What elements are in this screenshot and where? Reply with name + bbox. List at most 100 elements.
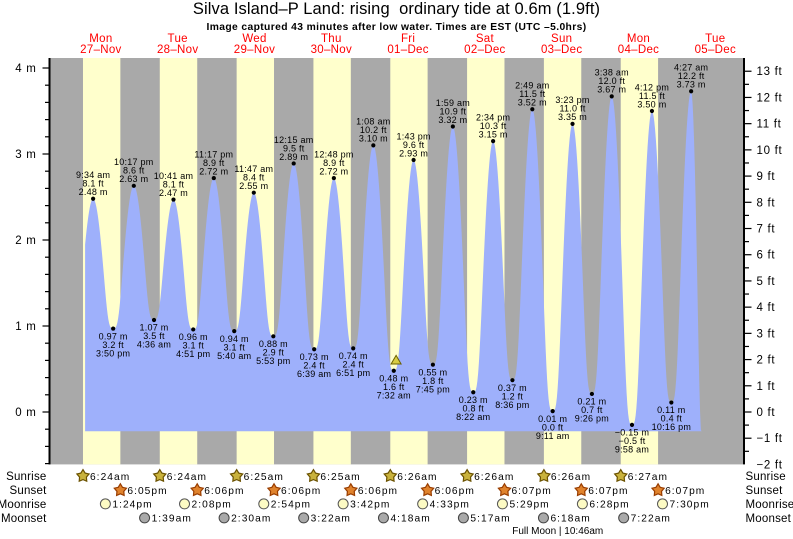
right-axis-tick-label: 11 ft: [757, 119, 782, 131]
left-axis-tick-label: 0 m: [15, 407, 36, 419]
right-minor-tick: [745, 136, 749, 138]
day-of-week-label: Sun: [551, 33, 572, 45]
astro-row-label-right-sunset: Sunset: [746, 485, 784, 497]
high-tide-label: 2:49 am: [515, 81, 549, 91]
low-tide-dot: [550, 409, 555, 414]
left-minor-tick: [45, 101, 49, 103]
right-axis-tick-label: 12 ft: [757, 92, 783, 104]
low-tide-label: 3.1 ft: [223, 342, 245, 352]
astro-row-label-left-moonset: Moonset: [1, 513, 47, 525]
moonrise-time: 2:54pm: [271, 500, 311, 511]
sunrise-time: 6:27am: [628, 472, 668, 483]
high-tide-dot: [251, 190, 256, 195]
right-axis-tick-label: 2 ft: [757, 355, 776, 367]
sunset-star-icon: [420, 482, 435, 497]
sunrise-star-icon: [383, 468, 398, 483]
low-tide-label: −0.15 m: [615, 428, 650, 438]
low-tide-dot: [271, 334, 276, 339]
high-tide-label: 11:17 pm: [194, 149, 233, 159]
sunset-star-icon: [113, 482, 128, 497]
high-tide-label: 8.6 ft: [123, 166, 145, 176]
low-tide-label: 8:22 am: [456, 412, 490, 422]
right-axis-line: [743, 58, 745, 465]
left-minor-tick: [45, 445, 49, 447]
day-date-label: 28–Nov: [157, 44, 198, 56]
sunset-time: 6:06pm: [281, 486, 321, 497]
right-axis-tick-label: 5 ft: [757, 276, 776, 288]
sunset-star-icon: [574, 482, 589, 497]
high-tide-label: 8.1 ft: [82, 179, 104, 189]
left-axis-tick-label: 4 m: [15, 63, 36, 75]
low-tide-label: 9:26 pm: [575, 414, 609, 424]
moonset-time: 7:22am: [631, 514, 671, 525]
left-major-tick: [42, 153, 49, 155]
high-tide-label: 3:23 pm: [555, 95, 589, 105]
day-labels: Mon27–NovTue28–NovWed29–NovThu30–NovFri0…: [80, 33, 736, 56]
low-tide-dot: [151, 317, 157, 323]
sunset-time: 6:07pm: [665, 486, 705, 497]
right-major-tick: [745, 332, 752, 334]
right-minor-tick: [745, 188, 749, 190]
moonrise-icon: [99, 498, 111, 510]
low-tide-label: 4:36 am: [137, 340, 171, 350]
sunrise-time: 6:26am: [551, 472, 591, 483]
left-minor-tick: [45, 377, 49, 379]
sunset-star-icon: [190, 482, 205, 497]
astro-row-label-left-moonrise: Moonrise: [0, 499, 47, 511]
left-axis-tick-label: 3 m: [15, 149, 36, 161]
day-of-week-label: Mon: [89, 33, 112, 45]
sunrise-time: 6:26am: [474, 472, 514, 483]
high-tide-label: 3:38 am: [595, 68, 629, 78]
low-tide-label: 3:50 pm: [96, 348, 130, 358]
tide-curve-area: [85, 91, 702, 432]
astro-row-label-right-moonrise: Moonrise: [746, 499, 793, 511]
sunrise-star-icon: [229, 468, 244, 483]
astro-row-label-left-sunrise: Sunrise: [6, 471, 46, 483]
left-minor-tick: [45, 256, 49, 258]
left-minor-tick: [45, 428, 49, 430]
sunset-time: 6:06pm: [204, 486, 244, 497]
high-tide-dot: [491, 139, 496, 144]
high-tide-label: 12:48 pm: [314, 149, 354, 159]
right-major-tick: [745, 411, 752, 413]
moonset-icon: [218, 512, 230, 524]
sunrise-time: 6:24am: [167, 472, 207, 483]
day-of-week-label: Mon: [627, 33, 650, 45]
high-tide-label: 3.10 m: [359, 134, 388, 144]
right-major-tick: [745, 123, 752, 125]
right-axis-tick-label: 10 ft: [757, 145, 783, 157]
high-tide-label: 11.5 ft: [519, 89, 545, 99]
moonrise-icon: [179, 498, 191, 510]
high-tide-label: 10.3 ft: [480, 121, 507, 131]
high-tide-dot: [411, 157, 416, 163]
right-major-tick: [745, 201, 752, 203]
sunrise-star-icon: [152, 468, 167, 483]
right-minor-tick: [745, 83, 749, 85]
high-tide-dot: [450, 124, 455, 129]
high-tide-label: 9.6 ft: [403, 140, 425, 150]
low-tide-label: 10:16 pm: [652, 422, 692, 432]
right-axis-tick-label: 3 ft: [757, 328, 776, 340]
low-tide-dot: [430, 362, 435, 367]
moonrise-time: 4:33pm: [430, 500, 470, 511]
day-date-label: 29–Nov: [234, 44, 275, 56]
left-axis-line: [48, 58, 51, 465]
left-minor-tick: [45, 187, 49, 189]
left-minor-tick: [45, 170, 49, 172]
high-tide-label: 1:59 am: [436, 98, 470, 108]
low-tide-label: 1.8 ft: [422, 376, 444, 386]
high-tide-label: 3.35 m: [558, 112, 587, 122]
high-tide-label: 3.32 m: [438, 115, 467, 125]
low-tide-dot: [471, 390, 476, 395]
full-moon-label: Full Moon | 10:46am: [512, 526, 603, 537]
high-tide-dot: [689, 89, 694, 94]
day-date-label: 04–Dec: [618, 44, 659, 56]
astro-rows: Sunrise Sunrise Sunset Sunset Moonrise Moonri…: [0, 468, 793, 525]
high-tide-dot: [211, 175, 216, 181]
right-axis-tick-label: −1 ft: [757, 433, 783, 445]
left-major-tick: [42, 67, 49, 69]
day-of-week-label: Thu: [321, 33, 342, 45]
left-minor-tick: [45, 273, 49, 275]
low-tide-label: 0.0 ft: [542, 422, 564, 432]
sunset-star-icon: [343, 482, 359, 497]
